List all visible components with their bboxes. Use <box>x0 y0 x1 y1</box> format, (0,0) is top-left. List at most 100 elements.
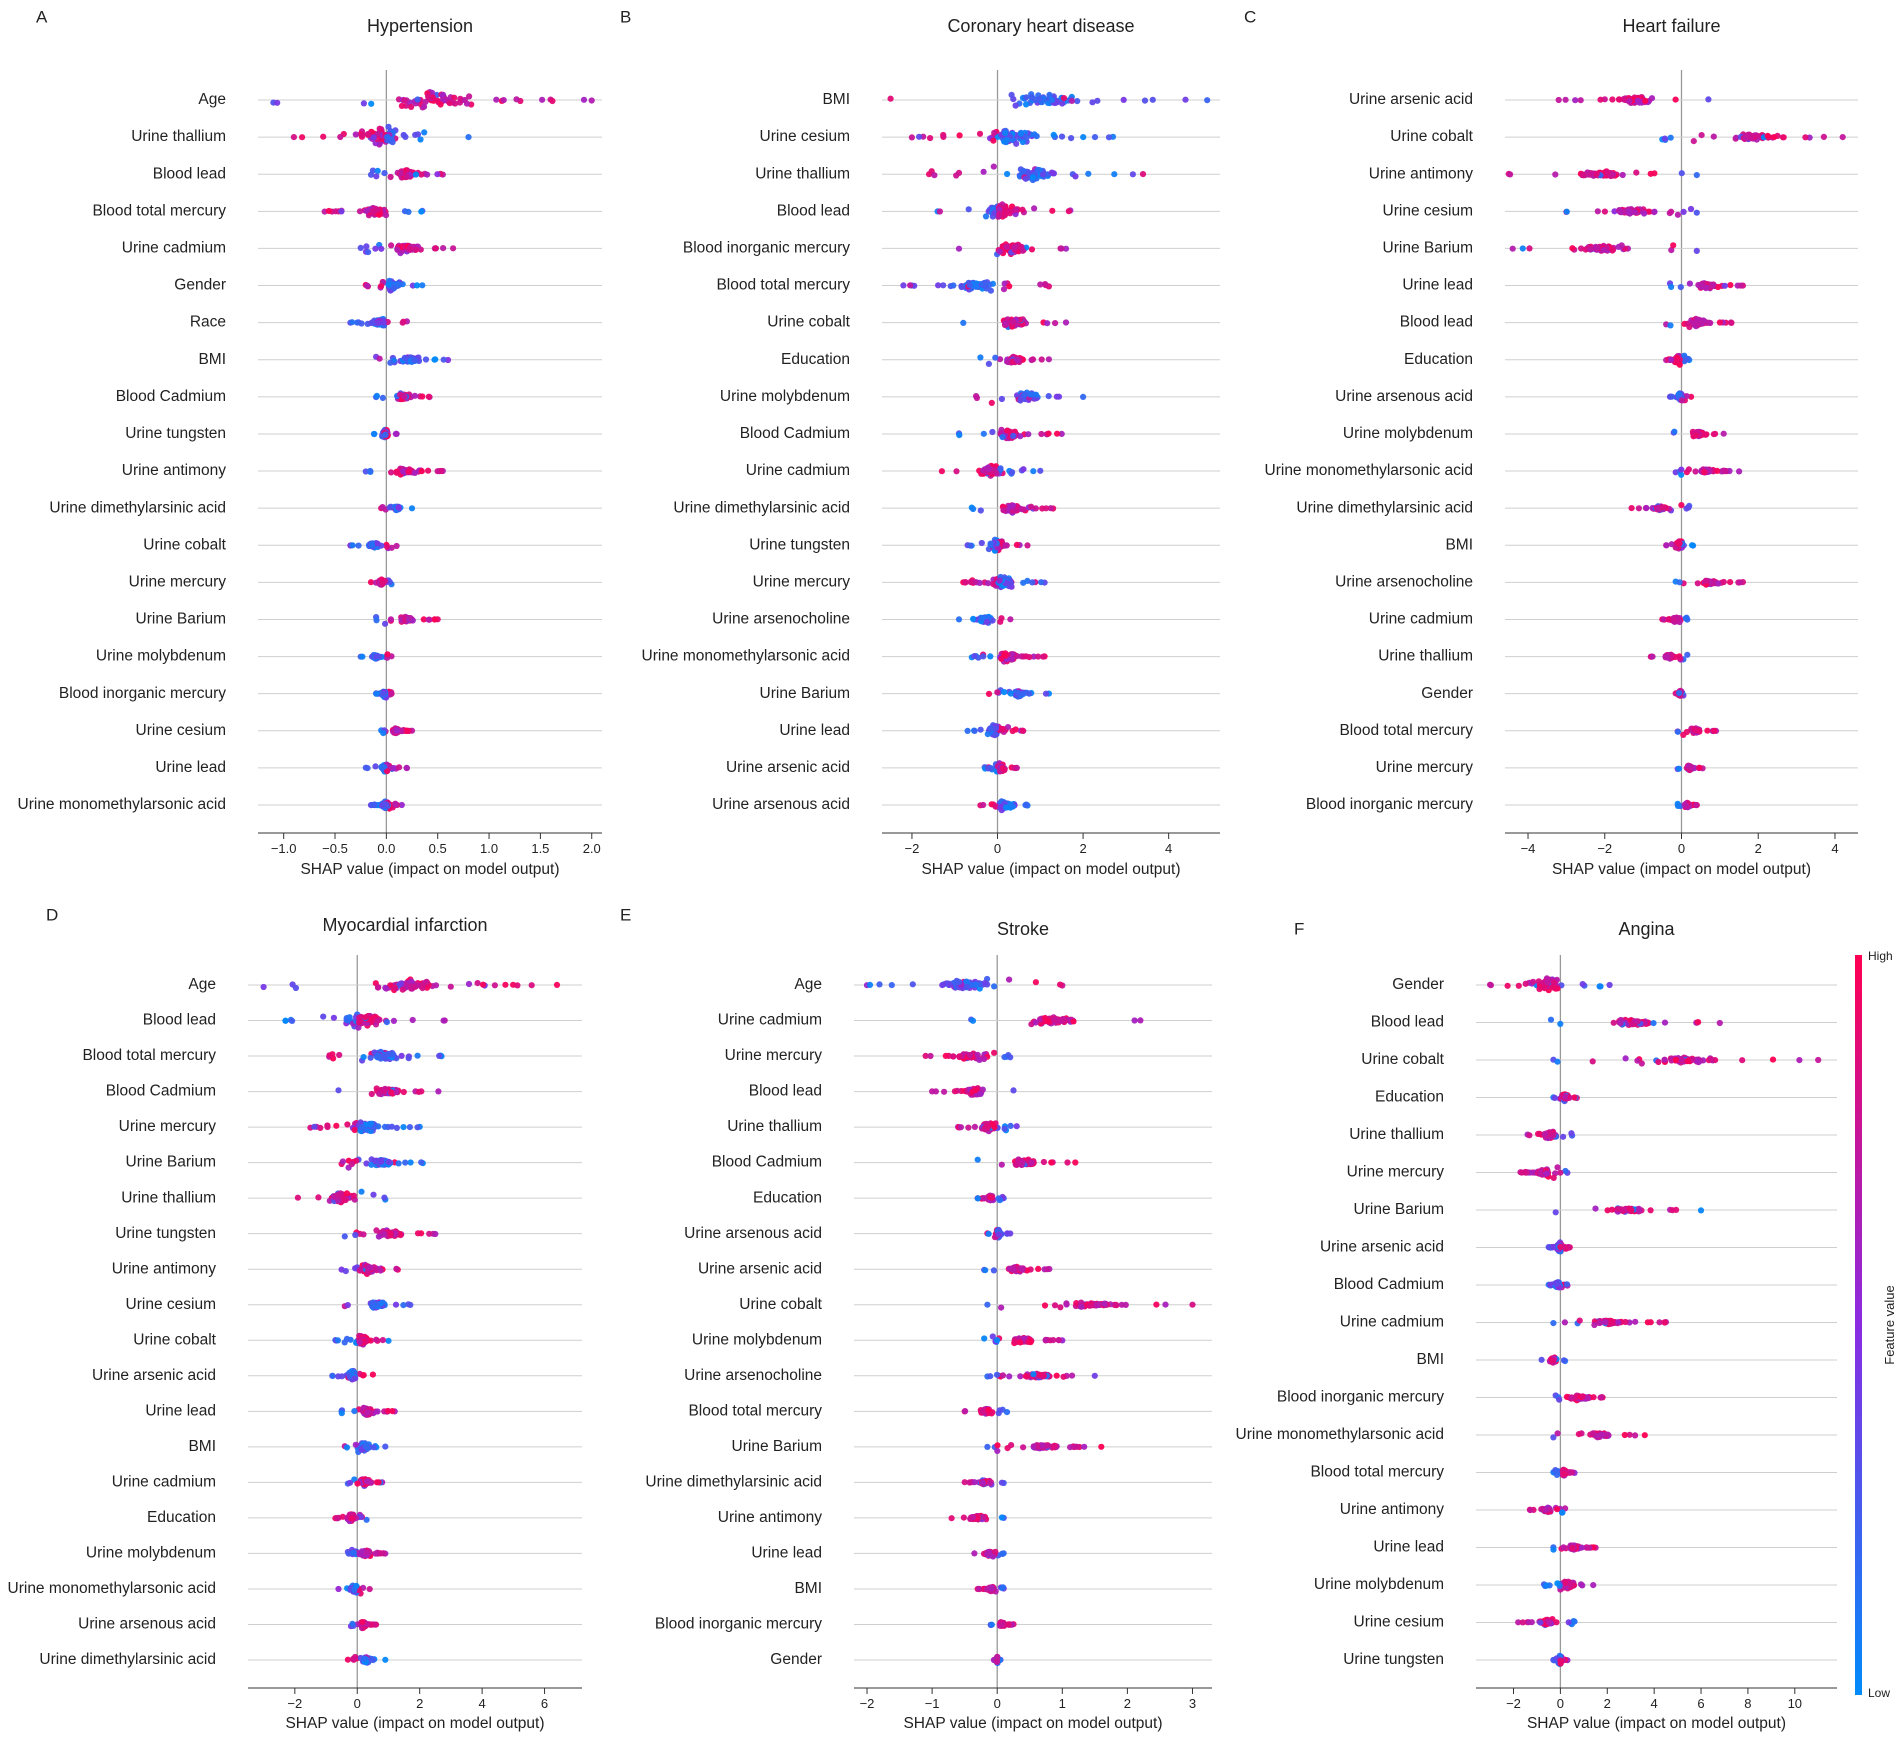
shap-point <box>1744 131 1751 138</box>
shap-point <box>435 1088 442 1095</box>
shap-point <box>1677 284 1684 291</box>
shap-point <box>1120 96 1127 103</box>
feature-dots <box>373 688 395 701</box>
shap-point <box>992 354 999 361</box>
feature-dots <box>1563 205 1700 218</box>
shap-point <box>374 167 381 174</box>
shap-point <box>400 468 407 475</box>
shap-point <box>374 1017 381 1024</box>
shap-point <box>935 282 942 289</box>
shap-point <box>419 393 426 400</box>
shap-point <box>393 1124 400 1131</box>
shap-point <box>1625 209 1633 216</box>
shap-point <box>1569 245 1576 252</box>
shap-point <box>1721 282 1728 289</box>
shap-point <box>329 1051 336 1058</box>
feature-dots <box>367 576 395 588</box>
shap-point <box>461 96 468 104</box>
shap-point <box>1716 319 1723 326</box>
shap-point <box>1080 134 1087 141</box>
feature-dots <box>1674 799 1700 811</box>
shap-point <box>382 801 389 808</box>
shap-point <box>1029 579 1036 586</box>
shap-point <box>320 133 327 140</box>
shap-point <box>339 1158 346 1165</box>
shap-point <box>1693 209 1700 216</box>
shap-point <box>403 764 410 772</box>
x-tick-label: −1.0 <box>271 841 297 856</box>
shap-point <box>383 768 391 775</box>
feature-dots <box>977 353 1052 367</box>
feature-label: Urine dimethylarsinic acid <box>49 499 226 516</box>
feature-label: Urine mercury <box>753 573 851 590</box>
shap-point <box>1036 95 1043 102</box>
shap-point <box>379 580 386 587</box>
shap-point <box>1046 91 1053 98</box>
shap-point <box>916 133 923 140</box>
panel-title: Hypertension <box>367 16 473 36</box>
shap-point <box>367 579 375 586</box>
shap-point <box>966 282 974 289</box>
feature-label: Urine mercury <box>129 573 227 590</box>
feature-dots <box>900 279 1052 294</box>
feature-dots <box>1666 390 1695 404</box>
feature-dots <box>908 127 1117 147</box>
shap-point <box>967 578 974 586</box>
feature-dots <box>290 123 472 148</box>
shap-point <box>1141 97 1149 104</box>
feature-dots <box>968 650 1048 665</box>
shap-point <box>1659 504 1666 511</box>
feature-dots <box>1672 466 1743 478</box>
shap-point <box>1011 244 1018 251</box>
shap-point <box>953 468 960 475</box>
shap-point <box>1701 469 1708 476</box>
shap-point <box>1028 391 1035 398</box>
feature-label: Blood Cadmium <box>740 425 850 442</box>
shap-point <box>990 137 997 144</box>
shap-point <box>381 170 388 177</box>
shap-point <box>1698 132 1705 139</box>
shap-point <box>900 282 907 289</box>
shap-point <box>418 1159 425 1166</box>
feature-dots <box>294 1188 389 1206</box>
shap-point <box>1034 166 1041 173</box>
shap-point <box>1619 171 1626 179</box>
shap-point <box>1649 653 1656 660</box>
shap-point <box>1042 690 1050 697</box>
shap-point <box>1094 97 1101 104</box>
feature-label: Urine Barium <box>126 1154 216 1171</box>
feature-label: Urine cobalt <box>767 314 850 331</box>
shap-point <box>1651 208 1658 215</box>
shap-point <box>936 208 944 215</box>
feature-dots <box>934 201 1074 220</box>
x-tick-label: 2 <box>1079 841 1086 856</box>
shap-point <box>1025 431 1032 438</box>
shap-point <box>289 981 296 988</box>
shap-point <box>1044 320 1051 327</box>
x-axis-label: SHAP value (impact on model output) <box>1552 861 1811 878</box>
shap-point <box>978 539 985 547</box>
shap-point <box>1572 97 1579 104</box>
shap-point <box>887 95 894 102</box>
feature-label: Urine monomethylarsonic acid <box>642 648 850 665</box>
shap-point <box>1609 247 1616 254</box>
shap-point <box>1555 96 1562 104</box>
shap-point <box>401 97 408 104</box>
shap-point <box>1670 242 1677 249</box>
shap-point <box>384 651 391 658</box>
shap-point <box>465 134 472 141</box>
feature-label: BMI <box>198 351 226 368</box>
feature-label: BMI <box>822 91 850 108</box>
feature-dots <box>1663 538 1697 552</box>
shap-point <box>452 100 459 107</box>
shap-point <box>1001 652 1008 659</box>
feature-label: Urine cadmium <box>122 240 226 257</box>
feature-dots <box>960 316 1070 330</box>
shap-point <box>290 134 297 141</box>
shap-point <box>1668 393 1675 400</box>
shap-point <box>983 285 990 292</box>
shap-point <box>528 982 535 989</box>
x-tick-label: 1.5 <box>531 841 549 856</box>
